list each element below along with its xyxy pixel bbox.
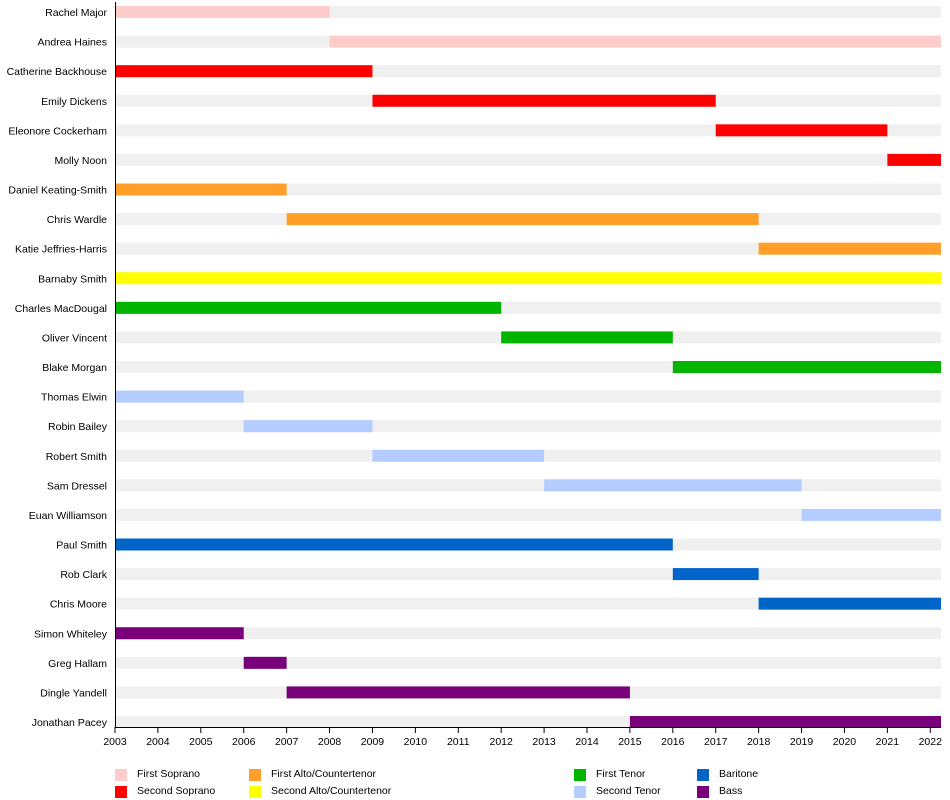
track-background <box>116 390 941 403</box>
member-label: Molly Noon <box>54 155 107 167</box>
legend-swatch <box>115 786 127 798</box>
member-bar <box>116 538 673 551</box>
track-background <box>116 656 941 669</box>
member-bar <box>116 183 287 196</box>
member-bar <box>629 716 941 728</box>
member-bar <box>672 568 759 581</box>
x-tick-label: 2010 <box>404 736 428 748</box>
x-tick-label: 2015 <box>618 736 642 748</box>
x-tick-label: 2020 <box>833 736 857 748</box>
member-label: Chris Wardle <box>47 214 107 226</box>
legend-swatch <box>249 769 261 781</box>
x-tick-label: 2019 <box>790 736 814 748</box>
legend-swatch <box>574 769 586 781</box>
legend-label: Second Soprano <box>137 785 216 797</box>
member-bars <box>116 6 942 728</box>
member-bar <box>758 597 941 610</box>
x-tick-label: 2003 <box>103 736 127 748</box>
member-label: Catherine Backhouse <box>7 66 108 78</box>
member-bar <box>372 94 716 107</box>
member-bar <box>329 35 942 48</box>
legend-swatch <box>697 769 709 781</box>
member-bar <box>887 153 941 166</box>
x-tick-label: 2017 <box>704 736 728 748</box>
member-label: Thomas Elwin <box>41 392 107 404</box>
track-background <box>116 242 941 255</box>
member-bar <box>501 331 673 344</box>
x-tick-label: 2016 <box>661 736 685 748</box>
legend-label: Second Tenor <box>596 785 661 797</box>
x-tick-label: 2013 <box>532 736 556 748</box>
member-label: Greg Hallam <box>48 658 107 670</box>
legend-label: First Alto/Countertenor <box>271 768 377 780</box>
member-label: Jonathan Pacey <box>32 717 108 729</box>
legend-label: Bass <box>719 785 743 797</box>
timeline-chart: Rachel Major Andrea Haines Catherine Backh… <box>7 2 942 748</box>
member-bar <box>801 508 941 521</box>
member-bar <box>116 627 244 640</box>
track-background <box>116 183 941 196</box>
x-tick-label: 2012 <box>490 736 514 748</box>
member-bar <box>286 686 630 699</box>
x-tick-label: 2006 <box>232 736 256 748</box>
legend-swatch <box>249 786 261 798</box>
member-bar <box>116 272 941 285</box>
legend-swatch <box>697 786 709 798</box>
member-label: Blake Morgan <box>42 362 107 374</box>
legend-swatch <box>574 786 586 798</box>
member-bar <box>672 361 941 373</box>
member-label: Barnaby Smith <box>38 273 107 285</box>
x-tick-label: 2008 <box>318 736 342 748</box>
member-bar <box>116 65 373 78</box>
member-bar <box>544 479 802 492</box>
member-bar <box>243 420 373 433</box>
track-background <box>116 153 941 166</box>
member-label: Emily Dickens <box>41 96 107 108</box>
member-labels: Rachel Major Andrea Haines Catherine Backh… <box>7 7 108 729</box>
member-bar <box>715 124 888 137</box>
track-background <box>116 508 941 521</box>
member-bar <box>116 301 502 314</box>
legend-label: Baritone <box>719 768 759 780</box>
member-bar <box>286 213 759 226</box>
track-background <box>116 597 941 610</box>
member-label: Charles MacDougal <box>15 303 107 315</box>
x-tick-label: 2021 <box>876 736 900 748</box>
member-bar <box>116 390 244 403</box>
member-label: Eleonore Cockerham <box>8 125 107 137</box>
member-label: Paul Smith <box>56 540 107 552</box>
member-label: Sam Dressel <box>47 480 107 492</box>
x-axis-ticks: 2003 2004 2005 2006 2007 2008 2009 2010 2011 2012… <box>103 727 942 748</box>
member-label: Robin Bailey <box>48 421 108 433</box>
member-label: Daniel Keating-Smith <box>8 185 107 197</box>
member-label: Rob Clark <box>60 569 107 581</box>
member-label: Andrea Haines <box>38 37 107 49</box>
member-label: Chris Moore <box>50 599 107 611</box>
x-tick-label: 2011 <box>447 736 470 748</box>
member-label: Simon Whiteley <box>34 628 108 640</box>
track-background <box>116 627 941 640</box>
x-tick-label: 2014 <box>575 736 599 748</box>
member-bar <box>116 6 330 18</box>
legend-label: Second Alto/Countertenor <box>271 785 392 797</box>
x-tick-label: 2022 <box>919 736 943 748</box>
member-label: Oliver Vincent <box>42 332 107 344</box>
member-label: Dingle Yandell <box>40 687 107 699</box>
legend-swatch <box>115 769 127 781</box>
x-tick-label: 2018 <box>747 736 771 748</box>
member-label: Robert Smith <box>46 451 107 463</box>
member-label: Katie Jeffries-Harris <box>15 244 107 256</box>
legend-label: First Tenor <box>596 768 646 780</box>
member-bar <box>243 656 287 669</box>
x-tick-label: 2004 <box>146 736 170 748</box>
member-bar <box>758 242 941 255</box>
member-label: Rachel Major <box>45 7 107 19</box>
member-bar <box>372 449 545 462</box>
x-tick-label: 2009 <box>361 736 385 748</box>
legend-label: First Soprano <box>137 768 201 780</box>
x-tick-label: 2007 <box>275 736 299 748</box>
x-tick-label: 2005 <box>189 736 213 748</box>
member-label: Euan Williamson <box>29 510 107 522</box>
